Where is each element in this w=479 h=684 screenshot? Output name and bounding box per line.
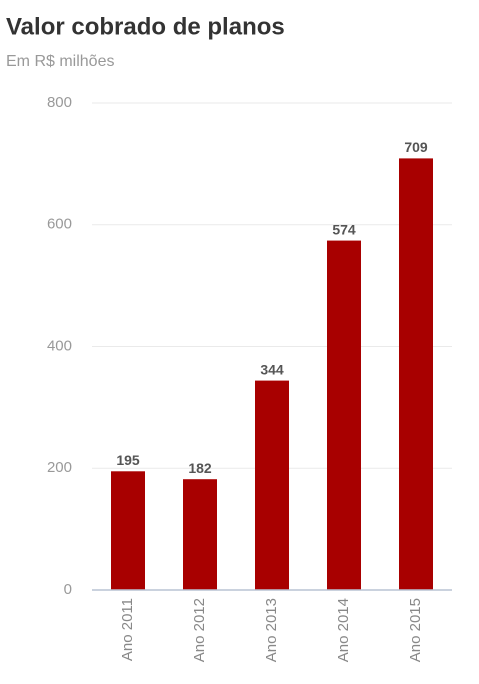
value-label: 574	[332, 221, 356, 237]
x-tick-label: Ano 2011	[119, 598, 136, 661]
x-tick-label: Ano 2012	[191, 598, 208, 662]
value-label: 195	[116, 452, 140, 468]
chart-subtitle: Em R$ milhões	[6, 53, 114, 70]
y-tick-label: 400	[47, 337, 72, 354]
bar	[255, 380, 289, 590]
value-label: 709	[404, 139, 428, 155]
bar	[183, 479, 217, 590]
bar	[111, 471, 145, 590]
y-tick-label: 200	[47, 459, 72, 476]
y-tick-label: 600	[47, 216, 72, 233]
bar	[399, 158, 433, 591]
bar	[327, 240, 361, 590]
value-label: 182	[188, 460, 212, 476]
y-tick-label: 800	[47, 94, 72, 111]
x-tick-label: Ano 2015	[407, 598, 424, 662]
y-tick-label: 0	[64, 581, 72, 598]
x-tick-label: Ano 2013	[263, 598, 280, 662]
value-label: 344	[260, 361, 284, 377]
chart-title: Valor cobrado de planos	[6, 13, 285, 40]
x-tick-label: Ano 2014	[335, 598, 352, 662]
